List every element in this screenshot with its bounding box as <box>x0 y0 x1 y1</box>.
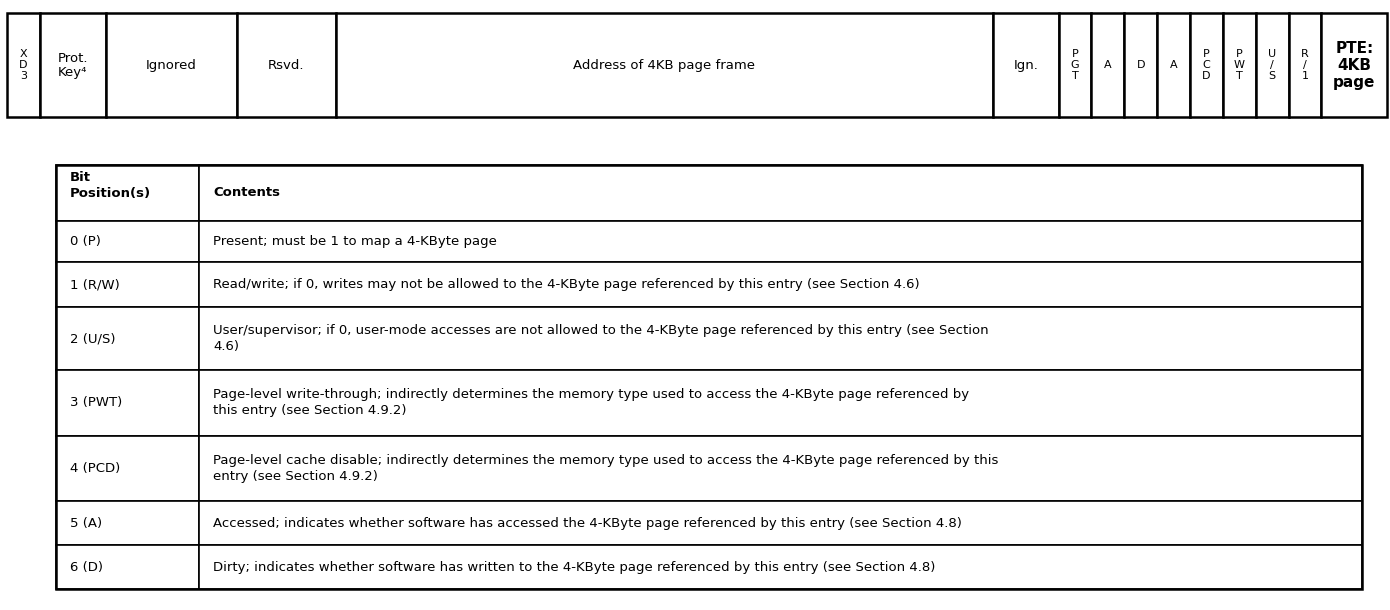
Text: R
/
1: R / 1 <box>1301 49 1309 82</box>
Text: 1 (R/W): 1 (R/W) <box>70 278 120 291</box>
Bar <box>1190 13 1223 117</box>
Text: 0 (P): 0 (P) <box>70 235 100 248</box>
Bar <box>199 545 1362 589</box>
Bar <box>1158 13 1190 117</box>
Text: P
G
T: P G T <box>1070 49 1079 82</box>
Bar <box>1059 13 1091 117</box>
Bar <box>56 501 199 545</box>
Text: User/supervisor; if 0, user-mode accesses are not allowed to the 4-KByte page re: User/supervisor; if 0, user-mode accesse… <box>213 324 988 353</box>
Text: Ign.: Ign. <box>1013 59 1038 72</box>
Bar <box>56 545 199 589</box>
Bar <box>1289 13 1322 117</box>
Bar <box>199 221 1362 262</box>
Text: Read/write; if 0, writes may not be allowed to the 4-KByte page referenced by th: Read/write; if 0, writes may not be allo… <box>213 278 920 291</box>
Text: Prot.
Key⁴: Prot. Key⁴ <box>57 51 88 79</box>
Text: A: A <box>1104 60 1112 70</box>
Text: Present; must be 1 to map a 4-KByte page: Present; must be 1 to map a 4-KByte page <box>213 235 498 248</box>
Bar <box>56 262 199 307</box>
Text: D: D <box>1137 60 1145 70</box>
Text: Accessed; indicates whether software has accessed the 4-KByte page referenced by: Accessed; indicates whether software has… <box>213 517 962 530</box>
Bar <box>236 13 335 117</box>
Bar <box>56 165 1362 589</box>
Text: A: A <box>1170 60 1177 70</box>
Text: 3 (PWT): 3 (PWT) <box>70 396 122 409</box>
Bar <box>335 13 992 117</box>
Bar <box>199 262 1362 307</box>
Bar <box>1322 13 1387 117</box>
Text: 2 (U/S): 2 (U/S) <box>70 332 115 345</box>
Text: Address of 4KB page frame: Address of 4KB page frame <box>573 59 755 72</box>
Text: Page-level write-through; indirectly determines the memory type used to access t: Page-level write-through; indirectly det… <box>213 388 969 417</box>
Bar <box>56 165 199 221</box>
Text: 5 (A): 5 (A) <box>70 517 101 530</box>
Bar <box>1125 13 1158 117</box>
Bar <box>199 436 1362 501</box>
Bar <box>56 436 199 501</box>
Bar <box>56 370 199 436</box>
Text: Rsvd.: Rsvd. <box>268 59 304 72</box>
Text: U
/
S: U / S <box>1268 49 1276 82</box>
Bar <box>992 13 1059 117</box>
Bar <box>199 165 1362 221</box>
Text: Ignored: Ignored <box>146 59 197 72</box>
Text: PTE:
4KB
page: PTE: 4KB page <box>1333 41 1376 90</box>
Bar <box>1091 13 1125 117</box>
Text: Dirty; indicates whether software has written to the 4-KByte page referenced by : Dirty; indicates whether software has wr… <box>213 561 935 574</box>
Text: X
D
3: X D 3 <box>19 49 28 82</box>
Text: Contents: Contents <box>213 186 281 199</box>
Text: 4 (PCD): 4 (PCD) <box>70 462 120 475</box>
Bar <box>1255 13 1289 117</box>
Text: Bit
Position(s): Bit Position(s) <box>70 171 150 201</box>
Bar <box>1223 13 1255 117</box>
Bar <box>7 13 40 117</box>
Text: Page-level cache disable; indirectly determines the memory type used to access t: Page-level cache disable; indirectly det… <box>213 454 998 483</box>
Bar <box>199 307 1362 370</box>
Bar <box>56 307 199 370</box>
Bar <box>199 501 1362 545</box>
Bar <box>40 13 106 117</box>
Text: P
C
D: P C D <box>1202 49 1211 82</box>
Bar <box>106 13 236 117</box>
Text: 6 (D): 6 (D) <box>70 561 103 574</box>
Bar <box>56 221 199 262</box>
Bar <box>199 370 1362 436</box>
Text: P
W
T: P W T <box>1234 49 1245 82</box>
